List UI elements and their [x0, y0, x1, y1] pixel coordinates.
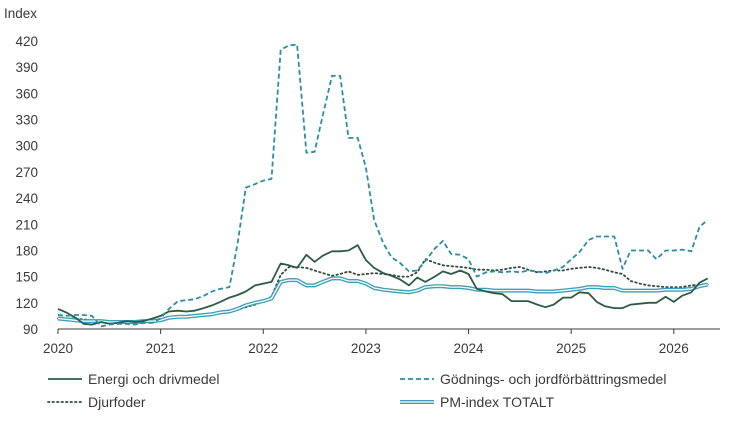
series-line-energi-och-drivmedel — [57, 244, 709, 326]
y-axis-label: Index — [4, 6, 37, 21]
y-axis-ticks: 90 120 150 180 210 240 270 300 330 360 390 420 — [15, 34, 38, 337]
legend-label: Djurfoder — [88, 394, 146, 410]
x-tick-label: 2021 — [146, 341, 176, 356]
x-tick-label: 2026 — [659, 341, 689, 356]
x-tick-label: 2023 — [351, 341, 381, 356]
y-tick-label: 300 — [15, 139, 38, 154]
x-tick-label: 2025 — [556, 341, 586, 356]
x-axis-ticks: 2020 2021 2022 2023 2024 2025 2026 — [43, 329, 689, 356]
x-tick-label: 2024 — [454, 341, 485, 356]
y-tick-label: 270 — [15, 165, 38, 180]
series-lines — [57, 43, 709, 328]
y-tick-label: 420 — [15, 34, 38, 49]
series-line-pm-index-totalt — [57, 276, 709, 324]
series-line-inner-pm-index-totalt — [57, 277, 708, 323]
y-tick-label: 120 — [15, 296, 38, 311]
y-tick-label: 330 — [15, 113, 38, 128]
y-tick-label: 390 — [15, 60, 38, 75]
y-tick-label: 240 — [15, 191, 38, 206]
series-line-g-dnings-och-jordf-rb-ttringsmedel — [57, 43, 709, 328]
legend: Energi och drivmedel Gödnings- och jordfö… — [47, 371, 666, 410]
y-tick-label: 360 — [15, 86, 38, 101]
legend-label: Energi och drivmedel — [88, 371, 220, 387]
y-tick-label: 90 — [23, 322, 38, 337]
legend-label: PM-index TOTALT — [440, 394, 555, 410]
legend-label: Gödnings- och jordförbättringsmedel — [440, 371, 666, 387]
y-tick-label: 150 — [15, 270, 38, 285]
x-tick-label: 2020 — [43, 341, 73, 356]
x-tick-label: 2022 — [248, 341, 278, 356]
y-tick-label: 180 — [15, 243, 38, 258]
y-tick-label: 210 — [15, 217, 38, 232]
